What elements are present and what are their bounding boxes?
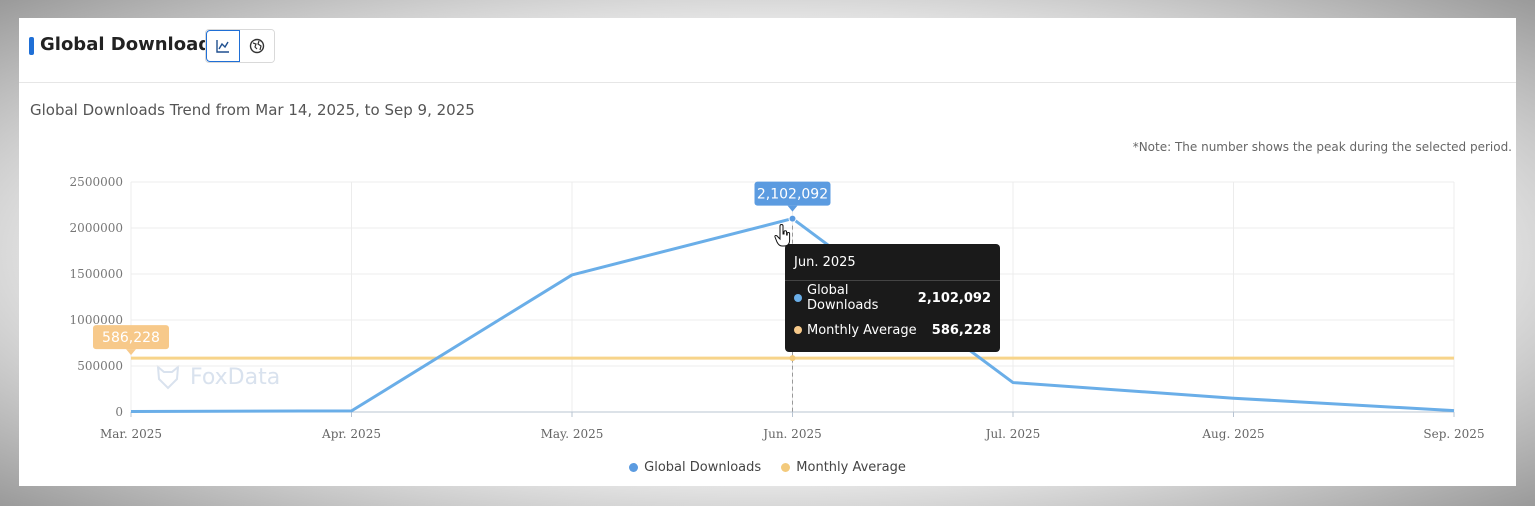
x-tick-label: Apr. 2025 [321, 427, 381, 441]
tooltip-row-monthly-average: Monthly Average 586,228 [794, 321, 991, 339]
legend-item-global-downloads[interactable]: Global Downloads [629, 460, 761, 475]
x-tick-label: Sep. 2025 [1423, 427, 1484, 441]
x-tick-label: Aug. 2025 [1201, 427, 1264, 441]
fox-logo-icon [156, 364, 180, 390]
x-tick-label: Jun. 2025 [761, 427, 821, 441]
chart-tooltip: Jun. 2025 Global Downloads 2,102,092 Mon… [785, 244, 1000, 352]
peak-point-global-downloads [788, 214, 797, 223]
x-tick-label: Jul. 2025 [984, 427, 1041, 441]
legend-dot-monthly-average [781, 463, 791, 472]
tooltip-name-global-downloads: Global Downloads [807, 283, 879, 313]
peak-label-monthly-average-pointer [126, 349, 136, 356]
x-tick-label: Mar. 2025 [100, 427, 162, 441]
line-chart-icon [216, 40, 230, 53]
global-downloads-card: Global Downloads Global Downloads Trend … [19, 18, 1516, 486]
tooltip-dot-monthly-average [794, 326, 802, 334]
view-toggle [205, 29, 275, 63]
peak-note: *Note: The number shows the peak during … [1132, 140, 1512, 154]
peak-label-monthly-average-bg [93, 325, 169, 350]
legend-label-global-downloads: Global Downloads [644, 460, 762, 475]
card-title: Global Downloads [40, 34, 222, 55]
tooltip-dot-global-downloads [794, 294, 802, 302]
hand-cursor-icon [774, 224, 791, 247]
title-accent-bar [29, 37, 34, 55]
peak-label-monthly-average: 586,228 [102, 330, 160, 346]
hover-point-monthly-average [789, 355, 796, 362]
downloads-line-chart: 2500000 2000000 1500000 1000000 500000 0 Mar. … [70, 175, 1485, 441]
tooltip-value-monthly-average: 586,228 [931, 322, 991, 338]
legend-dot-global-downloads [629, 463, 639, 472]
legend-item-monthly-average[interactable]: Monthly Average [781, 460, 906, 475]
y-tick-label: 500000 [77, 359, 123, 373]
y-tick-label: 1000000 [70, 313, 123, 327]
watermark: FoxData [154, 363, 280, 391]
x-tick-label: May. 2025 [541, 427, 604, 441]
globe-icon [249, 38, 265, 54]
tooltip-name-monthly-average: Monthly Average [807, 322, 917, 338]
y-tick-label: 0 [115, 405, 123, 419]
tooltip-value-global-downloads: 2,102,092 [917, 290, 991, 306]
peak-label-global-downloads-pointer [787, 205, 798, 212]
chart-legend: Global Downloads Monthly Average [19, 460, 1516, 476]
tooltip-title: Jun. 2025 [794, 255, 856, 270]
peak-label-global-downloads-bg [754, 181, 831, 206]
chart-subtitle: Global Downloads Trend from Mar 14, 2025… [30, 101, 475, 119]
y-tick-label: 2000000 [70, 221, 123, 235]
tooltip-divider [785, 280, 1000, 281]
line-chart-view-button[interactable] [206, 30, 241, 62]
y-tick-label: 1500000 [70, 267, 123, 281]
peak-label-global-downloads: 2,102,092 [757, 187, 828, 203]
tooltip-row-global-downloads: Global Downloads 2,102,092 [794, 283, 991, 313]
card-header: Global Downloads [19, 18, 1516, 83]
watermark-text: FoxData [190, 364, 281, 390]
y-tick-label: 2500000 [70, 175, 123, 189]
map-view-button[interactable] [240, 30, 274, 62]
legend-label-monthly-average: Monthly Average [796, 460, 906, 475]
